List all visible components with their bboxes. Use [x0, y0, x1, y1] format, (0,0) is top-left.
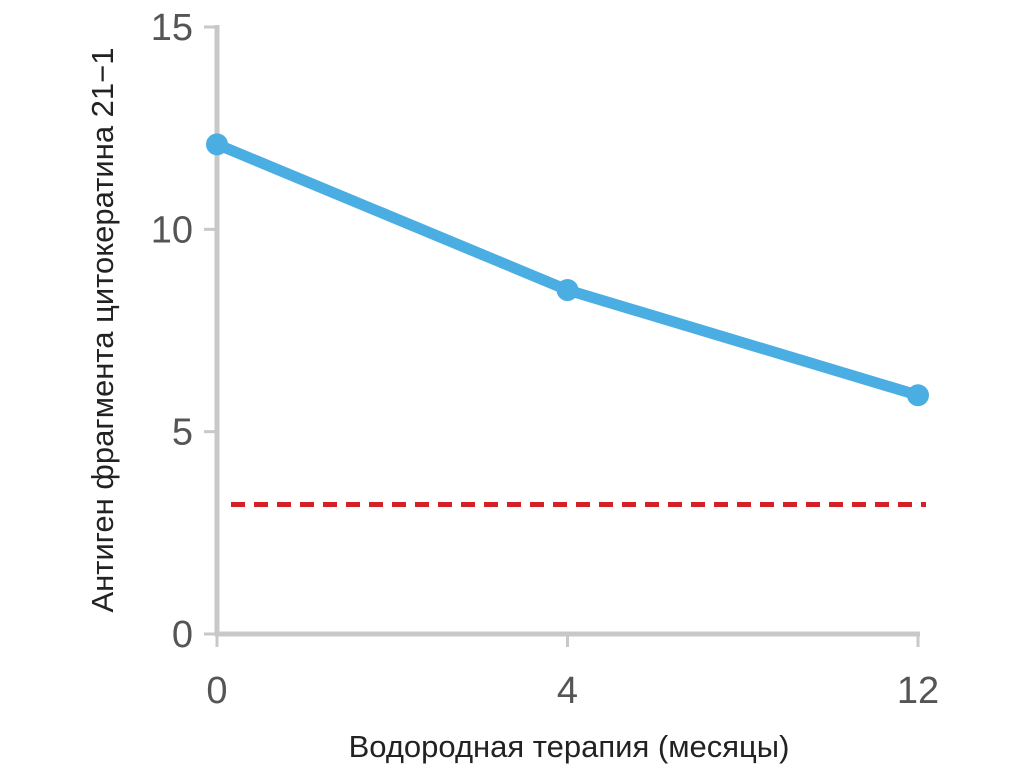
- y-axis-title: Антиген фрагмента цитокератина 21−1: [85, 47, 120, 612]
- y-tick-label: 0: [172, 614, 193, 656]
- axes: [204, 25, 920, 647]
- series-layer: [206, 133, 929, 407]
- series-line: [211, 138, 924, 401]
- x-tick-label: 12: [897, 670, 939, 712]
- x-tick-label: 4: [557, 670, 578, 712]
- data-point: [907, 384, 929, 407]
- tick-labels: 0 5 10 15 0 4 12: [151, 7, 939, 712]
- y-tick-label: 5: [172, 412, 193, 454]
- data-point: [556, 279, 579, 302]
- x-axis-title: Водородная терапия (месяцы): [349, 729, 790, 764]
- data-point: [206, 133, 228, 156]
- y-tick-label: 10: [151, 209, 193, 251]
- y-tick-label: 15: [151, 7, 193, 49]
- x-tick-label: 0: [206, 670, 227, 712]
